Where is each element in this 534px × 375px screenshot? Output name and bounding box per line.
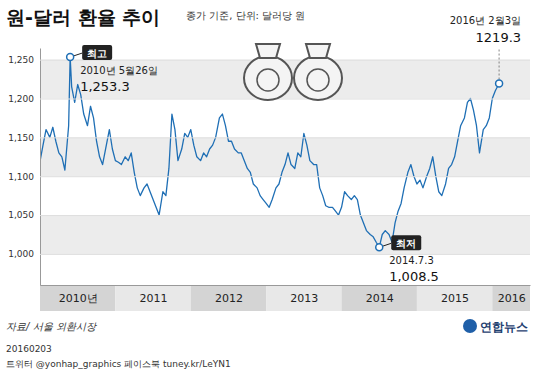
year-strip [40, 285, 530, 311]
chart: 원-달러 환율 추이 종가 기준, 단위: 달러당 원 1,000 1,050 1,10… [0, 0, 534, 375]
grid-line [40, 254, 530, 255]
annotation-label: 최고 [87, 48, 107, 59]
x-tick: 2016 [498, 285, 526, 305]
annotation-box [82, 45, 112, 60]
year-band [492, 285, 530, 311]
x-tick-label: 2015 [441, 292, 469, 305]
y-tick-label: 1,150 [8, 133, 34, 143]
y-tick-label: 1,200 [8, 94, 34, 104]
annotation-marker [496, 80, 503, 87]
annotation-label: 최저 [396, 238, 416, 249]
bag [294, 56, 342, 100]
year-band [266, 285, 341, 311]
x-tick: 2011 [140, 285, 168, 305]
year-band [115, 285, 190, 311]
annotation-date: 2014.7.3 [389, 255, 434, 266]
x-tick-label: 2011 [140, 292, 168, 305]
y-tick: 1,100 [8, 172, 530, 182]
year-band [40, 285, 115, 311]
logo-mark [463, 319, 477, 333]
annotation-date: 2016년 2월3일 [450, 15, 521, 26]
annotation-value: 1219.3 [476, 30, 522, 45]
bag-inner [257, 69, 279, 91]
grid-line [40, 99, 530, 100]
bag [244, 56, 292, 100]
x-axis-line [41, 285, 531, 286]
y-tick-label: 1,000 [8, 249, 34, 259]
annotation-date: 2010년 5월26일 [80, 65, 158, 76]
year-band [417, 285, 492, 311]
y-tick-label: 1,100 [8, 172, 34, 182]
grid-line [40, 137, 530, 138]
y-axis: 1,000 1,050 1,100 1,150 1,200 1,250 [8, 49, 530, 286]
source: 자료/ 서울 외환시장 [6, 321, 97, 332]
grid-line [40, 60, 530, 61]
year-band [191, 285, 266, 311]
annotations: 최고 2010년 5월26일 1,253.3 최저 2014.7.3 1,008.5 201… [70, 15, 521, 284]
x-tick: 2014 [366, 285, 394, 305]
y-axis-line [40, 49, 41, 286]
credit: 20160203 [6, 344, 52, 354]
credit: 트위터 @yonhap_graphics 페이스북 tuney.kr/LeYN1 [6, 359, 231, 369]
x-tick: 2010년 [59, 285, 98, 305]
annotation-markers [67, 54, 503, 251]
x-tick-label: 2016 [498, 292, 526, 305]
grid-band [40, 215, 530, 254]
logo: 연합뉴스 [480, 320, 528, 334]
x-axis: 2010년 2011 2012 2013 2014 2015 2016 [41, 285, 531, 305]
y-tick-label: 1,050 [8, 210, 34, 220]
y-tick: 1,000 [8, 249, 530, 259]
x-tick-label: 2010년 [59, 292, 98, 305]
annotation-marker [67, 54, 74, 61]
title: 원-달러 환율 추이 [6, 6, 160, 28]
grid-line [40, 176, 530, 177]
subtitle: 종가 기준, 단위: 달러당 원 [186, 10, 305, 21]
x-tick: 2015 [441, 285, 469, 305]
y-tick: 1,150 [8, 133, 530, 143]
x-tick: 2013 [290, 285, 318, 305]
bag-neck [256, 44, 280, 58]
annotation-value: 1,253.3 [80, 79, 130, 94]
annotation-value: 1,008.5 [389, 269, 439, 284]
grid-line [40, 215, 530, 216]
x-tick-label: 2012 [215, 292, 243, 305]
x-tick-label: 2014 [366, 292, 394, 305]
y-tick-label: 1,250 [8, 55, 34, 65]
annotation-leader [499, 48, 500, 80]
x-tick-label: 2013 [290, 292, 318, 305]
annotation-box [391, 235, 421, 250]
bag-neck [306, 44, 330, 58]
annotation-marker [376, 244, 383, 251]
year-band [342, 285, 417, 311]
bag-inner [307, 69, 329, 91]
y-tick: 1,050 [8, 210, 530, 220]
grid-band [40, 137, 530, 176]
x-tick: 2012 [215, 285, 243, 305]
money-bags-icon [244, 44, 342, 100]
